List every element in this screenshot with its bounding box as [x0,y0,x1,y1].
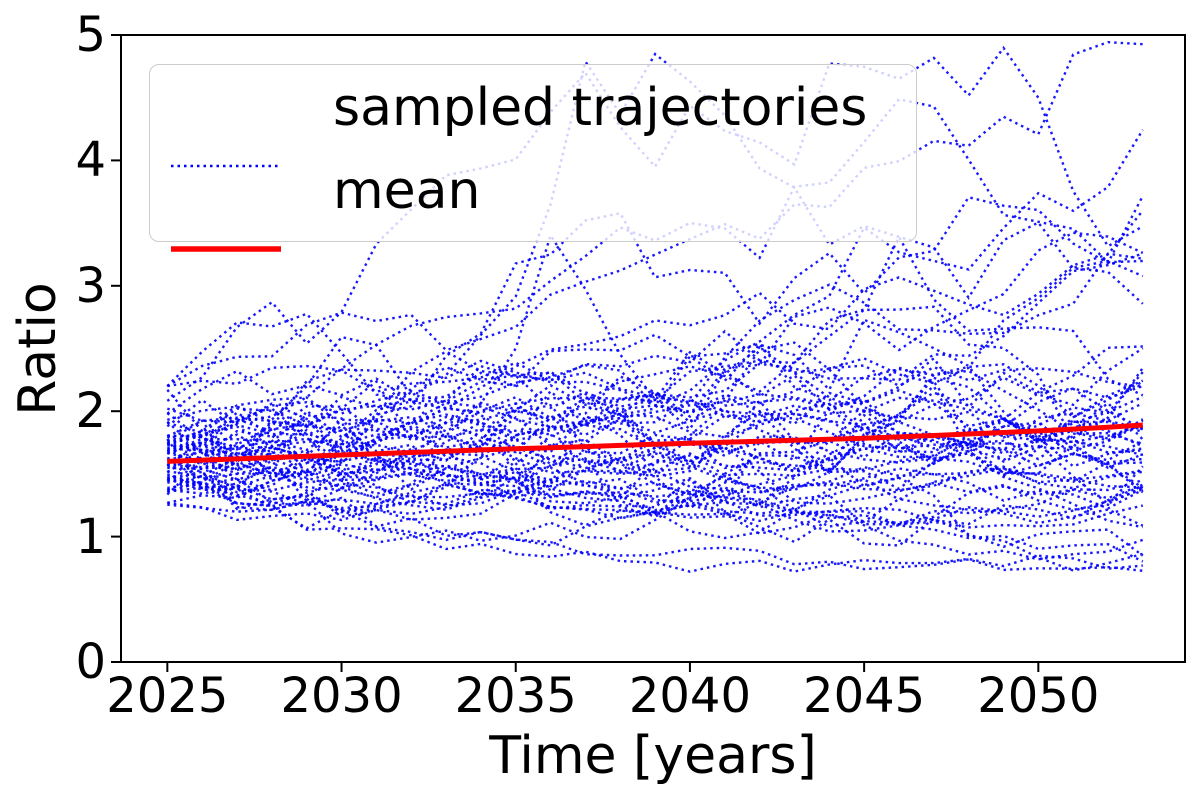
trajectory-line [166,345,1143,482]
legend-solid-line-icon [171,246,281,252]
trajectory-line [166,424,1144,572]
trajectory-line [167,484,1144,526]
trajectory-line [166,411,1144,529]
trajectory-line [166,40,1143,388]
y-tick-label: 2 [75,383,106,440]
legend: sampled trajectories mean [149,64,917,252]
trajectory-line [166,333,1144,442]
trajectory-line [167,370,1144,455]
trajectory-line [166,387,1144,475]
trajectory-line [166,473,1143,572]
trajectory-line [167,366,1144,468]
x-tick-label: 2030 [280,668,403,724]
x-tick-label: 2035 [454,668,577,724]
trajectory-line [167,375,1144,462]
trajectory-line [166,390,1144,454]
trajectory-line [167,402,1144,561]
trajectory-line [166,456,1143,547]
trajectory-line [166,367,1144,446]
x-axis-label: Time [years] [489,726,817,786]
plot-border [120,34,1186,663]
trajectory-line [167,252,1143,475]
trajectory-line [166,52,1144,469]
trajectory-line [167,259,1144,393]
x-tick-label: 2050 [977,668,1100,724]
trajectory-line [166,363,1144,544]
legend-item-sampled-trajectories: sampled trajectories [333,78,868,138]
y-tick-label: 0 [75,634,106,690]
trajectory-line [166,416,1144,506]
x-tick-label: 2040 [628,668,751,724]
mean-line-path [167,422,1143,464]
trajectory-line [167,252,1144,495]
legend-dotted-line-icon [171,164,281,168]
mean-line [167,422,1143,464]
trajectory-line [167,405,1144,504]
trajectory-line [166,318,1144,512]
legend-item-mean: mean [333,161,481,221]
trajectory-line [166,305,1143,482]
trajectory-line [166,384,1144,496]
trajectory-line [166,129,1144,468]
trajectory-line [167,479,1144,526]
trajectory-line [166,209,1144,438]
trajectory-line [166,312,1144,476]
y-tick-label: 5 [75,7,106,63]
y-axis-label: Ratio [8,282,68,416]
trajectory-line [167,413,1144,510]
y-tick-label: 1 [75,508,106,565]
axes-frame [111,34,1186,672]
y-tick-label: 4 [75,132,106,189]
y-tick-label: 3 [75,257,106,314]
x-tick-label: 2025 [106,668,229,724]
x-tick-label: 2045 [803,668,926,724]
trajectory-line [166,414,1144,526]
trajectory-line [166,389,1144,511]
trajectory-line [166,422,1144,492]
trajectory-line [167,450,1143,496]
trajectory-line [166,97,1143,449]
trajectory-line [166,232,1144,494]
trajectory-line [167,345,1143,468]
trajectory-line [167,402,1144,503]
